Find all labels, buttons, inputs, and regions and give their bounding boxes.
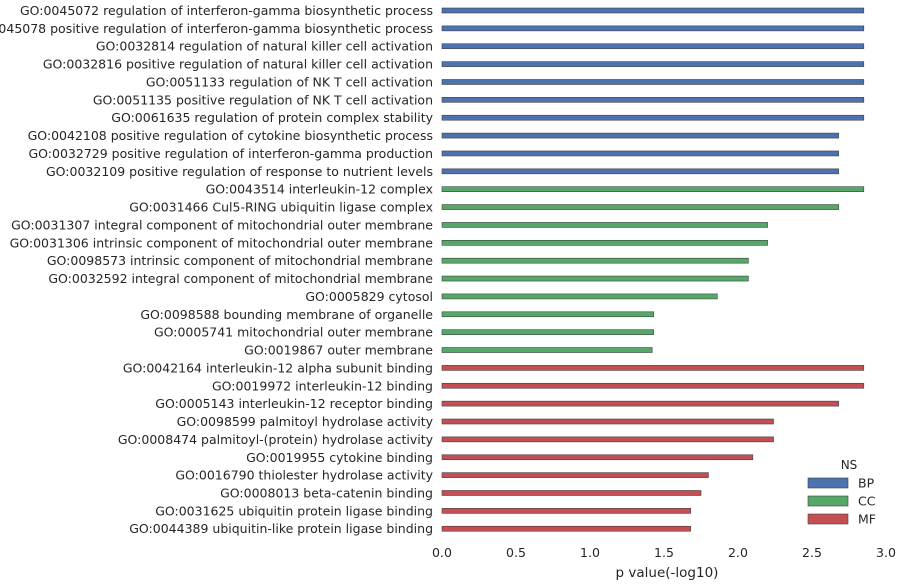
bar-cc-18: [441, 329, 654, 335]
x-tick-label: 0.5: [506, 545, 526, 560]
bar-cc-17: [441, 311, 654, 318]
bar-cc-15: [441, 275, 749, 282]
bar-bp-5: [441, 97, 865, 103]
category-label: GO:0008474 palmitoyl-(protein) hydrolase…: [118, 432, 434, 447]
category-label: GO:0031306 intrinsic component of mitoch…: [10, 235, 434, 250]
category-label: GO:0045072 regulation of interferon-gamm…: [20, 3, 433, 18]
bar-bp-1: [441, 25, 865, 32]
category-label: GO:0008013 beta-catenin binding: [220, 485, 433, 500]
legend-swatch-cc: [807, 495, 849, 507]
x-tick-label: 1.0: [580, 545, 600, 560]
bar-bp-0: [441, 7, 865, 14]
bar-cc-14: [441, 257, 749, 264]
legend-label-bp: BP: [858, 476, 875, 491]
category-label: GO:0042108 positive regulation of cytoki…: [28, 128, 433, 143]
bar-mf-24: [441, 436, 774, 443]
bar-bp-9: [441, 168, 839, 175]
bar-mf-27: [441, 490, 702, 496]
category-label: GO:0005829 cytosol: [305, 289, 433, 304]
category-label: GO:0045078 positive regulation of interf…: [0, 21, 433, 36]
category-label: GO:0032109 positive regulation of respon…: [46, 164, 433, 179]
category-label: GO:0098588 bounding membrane of organell…: [140, 307, 433, 322]
x-tick-label: 0.0: [432, 545, 452, 560]
category-label: GO:0031625 ubiquitin protein ligase bind…: [155, 503, 433, 518]
bar-mf-28: [441, 508, 691, 514]
bars-group: [441, 7, 865, 532]
category-label: GO:0051133 regulation of NK T cell activ…: [146, 74, 433, 89]
category-label: GO:0019955 cytokine binding: [246, 450, 433, 465]
bar-mf-25: [441, 454, 754, 461]
category-label: GO:0032814 regulation of natural killer …: [96, 39, 433, 54]
bar-mf-22: [441, 400, 839, 407]
category-label: GO:0098573 intrinsic component of mitoch…: [47, 253, 433, 268]
category-label: GO:0019972 interleukin-12 binding: [212, 378, 433, 393]
legend-swatch-mf: [807, 513, 849, 525]
legend-title: NS: [841, 458, 858, 472]
bar-bp-3: [441, 61, 865, 67]
category-label: GO:0031307 integral component of mitocho…: [11, 217, 433, 232]
category-labels-group: GO:0045072 regulation of interferon-gamm…: [0, 3, 434, 536]
category-label: GO:0061635 regulation of protein complex…: [111, 110, 433, 125]
bar-cc-11: [441, 204, 839, 210]
bar-bp-8: [441, 150, 839, 157]
x-tick-label: 2.5: [802, 545, 822, 560]
legend-label-mf: MF: [858, 512, 876, 527]
bar-cc-16: [441, 293, 718, 300]
category-label: GO:0016790 thiolester hydrolase activity: [175, 468, 433, 483]
bar-bp-6: [441, 114, 865, 121]
category-label: GO:0051135 positive regulation of NK T c…: [93, 92, 433, 107]
category-label: GO:0032592 integral component of mitocho…: [48, 271, 433, 286]
bar-mf-20: [441, 365, 865, 371]
x-axis-label: p value(-log10): [616, 565, 719, 581]
category-label: GO:0032729 positive regulation of interf…: [28, 146, 433, 161]
bar-cc-13: [441, 240, 768, 246]
category-label: GO:0032816 positive regulation of natura…: [43, 57, 433, 72]
bar-bp-4: [441, 79, 865, 85]
legend-label-cc: CC: [858, 494, 876, 509]
category-label: GO:0043514 interleukin-12 complex: [206, 182, 433, 197]
x-axis-ticks-group: 0.0 0.5 1.0 1.5 2.0 2.5 3.0: [432, 545, 896, 560]
category-label: GO:0005741 mitochondrial outer membrane: [154, 325, 433, 340]
category-label: GO:0098599 palmitoyl hydrolase activity: [177, 414, 434, 429]
bar-cc-12: [441, 222, 768, 228]
bar-mf-21: [441, 382, 865, 389]
x-tick-label: 3.0: [876, 545, 896, 560]
bar-cc-19: [441, 347, 653, 353]
category-label: GO:0044389 ubiquitin-like protein ligase…: [129, 521, 433, 536]
category-label: GO:0005143 interleukin-12 receptor bindi…: [155, 396, 433, 411]
bar-cc-10: [441, 186, 865, 192]
legend-swatch-bp: [807, 477, 849, 489]
legend: NS BP CC MF: [807, 458, 876, 527]
bar-bp-2: [441, 43, 865, 50]
category-label: GO:0019867 outer membrane: [244, 343, 433, 358]
bar-mf-26: [441, 472, 709, 478]
bar-mf-23: [441, 418, 774, 425]
category-label: GO:0042164 interleukin-12 alpha subunit …: [123, 360, 433, 375]
bar-mf-29: [441, 525, 691, 532]
bar-bp-7: [441, 132, 839, 139]
x-tick-label: 2.0: [728, 545, 748, 560]
x-tick-label: 1.5: [654, 545, 674, 560]
category-label: GO:0031466 Cul5-RING ubiquitin ligase co…: [129, 200, 433, 215]
